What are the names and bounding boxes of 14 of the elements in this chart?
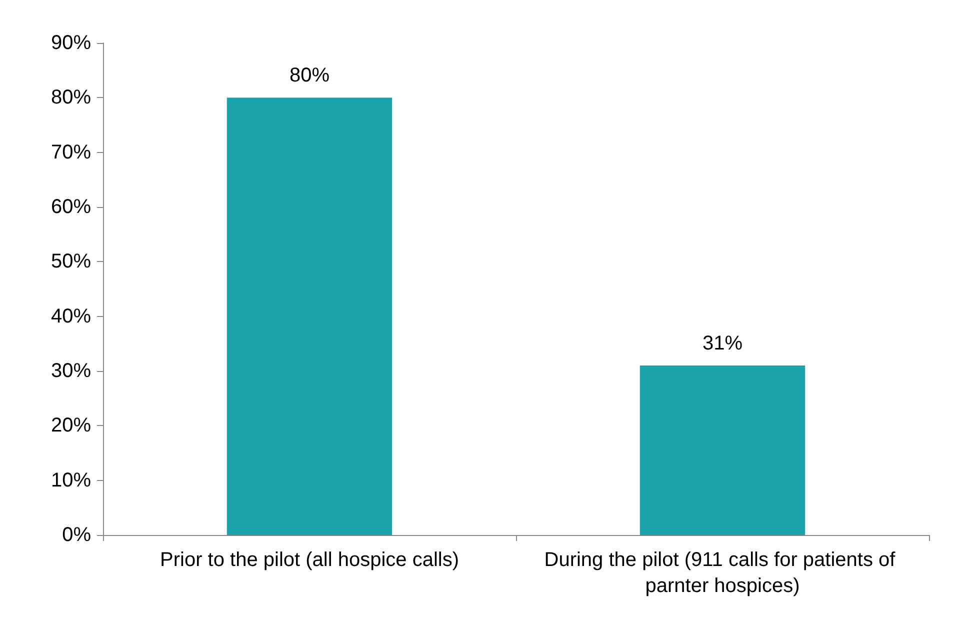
y-tick-label: 40% (50, 305, 92, 328)
x-tick-label: Prior to the pilot (all hospice calls) (160, 549, 460, 571)
y-tick-label: 90% (50, 32, 92, 54)
y-tick-label: 50% (50, 250, 92, 273)
y-tick-label: 60% (50, 196, 92, 218)
y-tick-label: 20% (50, 414, 92, 437)
data-label: 80% (289, 64, 330, 87)
y-tick-label: 70% (50, 141, 92, 164)
y-tick-label: 30% (50, 360, 92, 382)
data-label: 31% (702, 332, 743, 355)
x-tick-label: During the pilot (911 calls for patients of parnter hospices) (544, 549, 901, 597)
y-tick-label: 0% (62, 524, 92, 546)
y-tick-label: 10% (50, 469, 92, 492)
y-tick-label: 80% (50, 86, 92, 109)
